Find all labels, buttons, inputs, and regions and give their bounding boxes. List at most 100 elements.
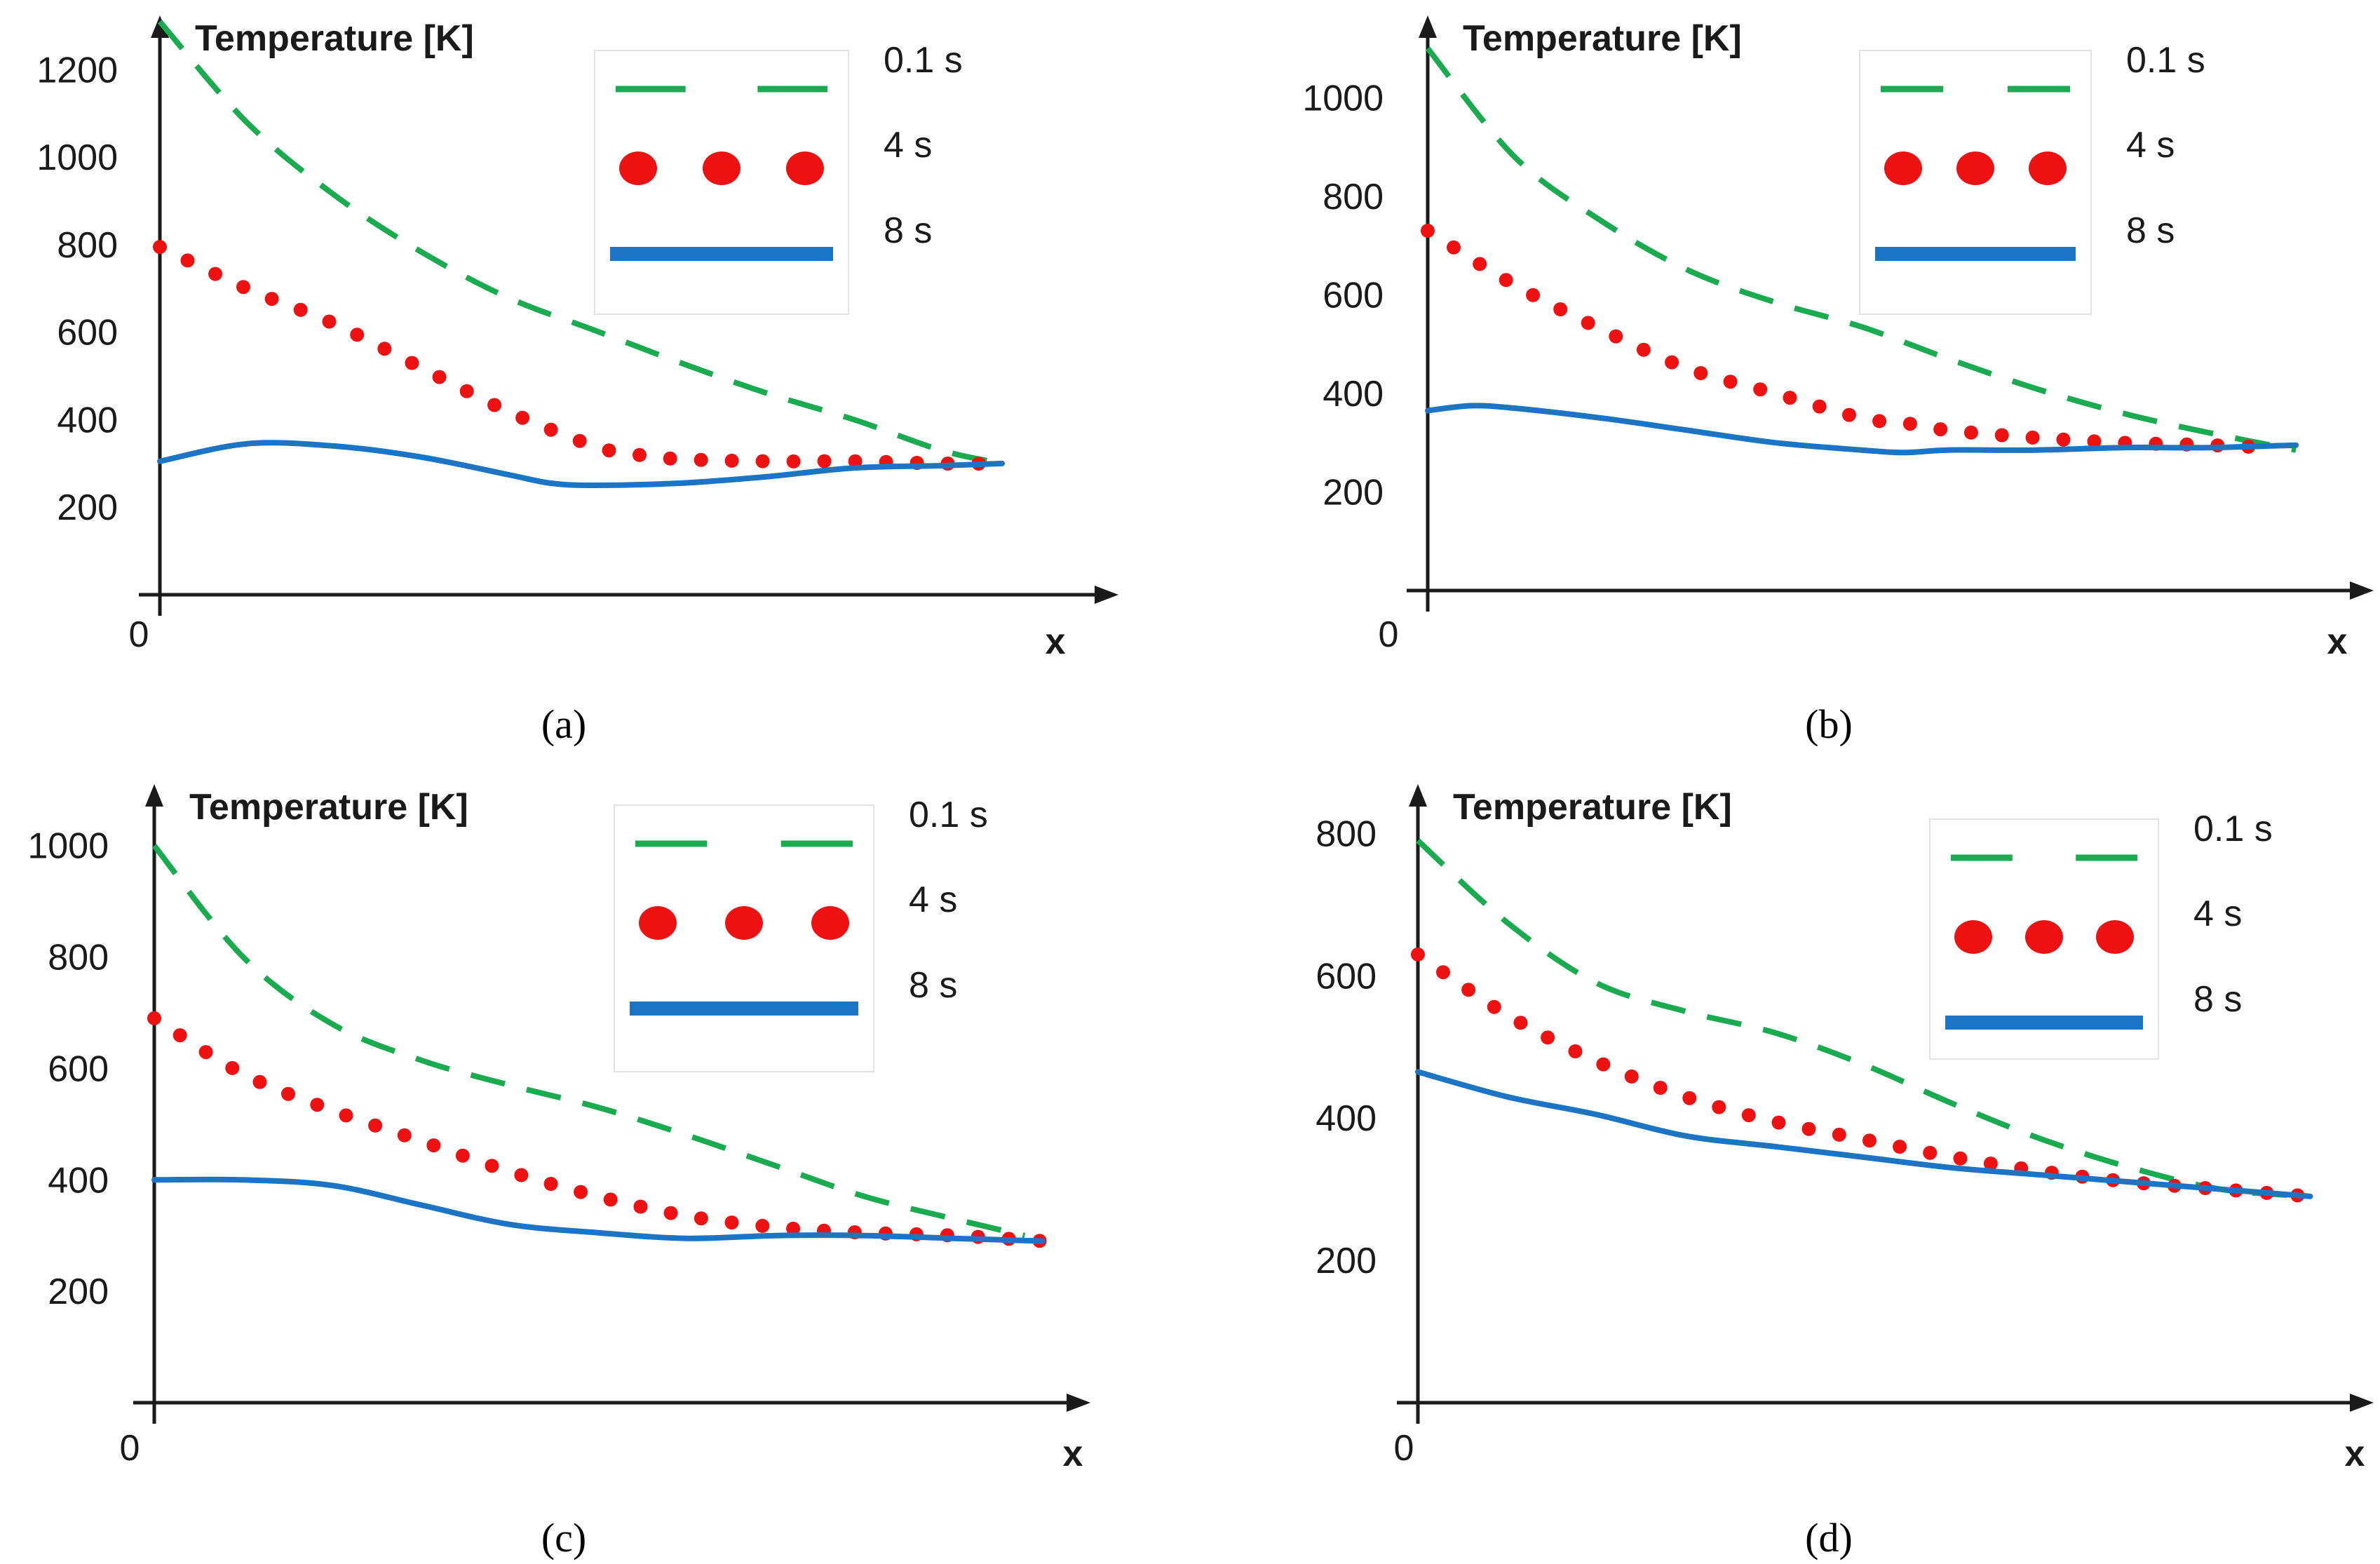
legend-symbol-dot bbox=[2029, 151, 2067, 185]
series-point bbox=[2025, 430, 2040, 445]
series-point bbox=[487, 398, 502, 412]
y-axis-title: Temperature [K] bbox=[189, 787, 468, 828]
series-point bbox=[817, 454, 832, 468]
legend-label: 0.1 s bbox=[884, 40, 963, 81]
series-line bbox=[1416, 838, 2311, 1199]
series-point bbox=[459, 384, 474, 398]
series-point bbox=[208, 267, 223, 281]
legend-symbol-dot bbox=[811, 906, 849, 940]
panel-caption: (c) bbox=[541, 1515, 586, 1560]
legend-symbol-dot bbox=[725, 906, 763, 940]
y-axis-arrow bbox=[1419, 15, 1437, 38]
series-point bbox=[663, 451, 677, 466]
series-0_1s bbox=[1416, 838, 2311, 1199]
y-tick-label: 800 bbox=[1316, 814, 1377, 854]
series-point bbox=[574, 1185, 588, 1199]
panel-caption: (a) bbox=[541, 701, 586, 747]
series-point bbox=[1411, 947, 1425, 962]
series-point bbox=[694, 1211, 708, 1226]
series-4s bbox=[1421, 224, 2256, 454]
series-point bbox=[1771, 1115, 1786, 1130]
series-4s bbox=[1411, 947, 2310, 1203]
panel-caption: (b) bbox=[1805, 701, 1853, 747]
legend-label: 4 s bbox=[884, 125, 932, 166]
series-point bbox=[2087, 434, 2102, 449]
series-point bbox=[310, 1098, 325, 1112]
series-point bbox=[236, 280, 250, 295]
series-point bbox=[543, 422, 558, 437]
series-8s bbox=[1415, 1069, 2313, 1199]
series-line bbox=[157, 20, 1003, 466]
series-point bbox=[724, 1215, 739, 1230]
x-origin-label: 0 bbox=[129, 614, 149, 655]
series-point bbox=[724, 453, 739, 468]
x-origin-label: 0 bbox=[1394, 1428, 1414, 1469]
series-point bbox=[694, 452, 708, 467]
series-guide-path bbox=[154, 1018, 1043, 1241]
series-point bbox=[173, 1028, 187, 1043]
series-8s bbox=[157, 440, 1005, 489]
legend-label: 8 s bbox=[884, 210, 932, 251]
y-tick-label: 800 bbox=[1323, 177, 1384, 217]
series-point bbox=[1461, 983, 1476, 997]
series-point bbox=[264, 292, 279, 306]
series-point bbox=[663, 1206, 678, 1220]
series-point bbox=[180, 253, 195, 268]
series-point bbox=[405, 356, 419, 370]
series-point bbox=[786, 454, 801, 468]
series-point bbox=[1801, 1121, 1816, 1136]
chart-panel-c: 200 400 600 800 1000 0 x Temperature [K] 0.1 s 4 … bbox=[27, 784, 1090, 1560]
series-line bbox=[151, 1176, 1046, 1244]
y-tick-label: 400 bbox=[48, 1160, 109, 1201]
x-axis-label: x bbox=[1063, 1434, 1083, 1474]
series-0_1s bbox=[157, 20, 1003, 466]
series-guide-path bbox=[160, 247, 985, 464]
series-point bbox=[1553, 302, 1568, 316]
series-point bbox=[848, 454, 863, 468]
legend-label: 4 s bbox=[2126, 125, 2175, 166]
legend-label: 4 s bbox=[909, 879, 957, 920]
x-origin-label: 0 bbox=[120, 1428, 140, 1469]
chart-panel-a: 200 400 600 800 1000 1200 0 x Temperature [K] 0.1… bbox=[36, 15, 1118, 747]
series-point bbox=[198, 1045, 213, 1060]
x-axis-arrow bbox=[2350, 581, 2374, 600]
series-point bbox=[1581, 316, 1595, 330]
series-point bbox=[153, 240, 167, 255]
series-point bbox=[252, 1074, 267, 1089]
series-point bbox=[1526, 288, 1541, 302]
x-axis-arrow bbox=[1067, 1394, 1090, 1412]
series-point bbox=[1872, 414, 1887, 429]
series-point bbox=[633, 1199, 648, 1214]
series-point bbox=[455, 1148, 470, 1163]
series-point bbox=[1983, 1157, 1998, 1171]
series-point bbox=[1568, 1044, 1583, 1058]
series-point bbox=[1473, 257, 1487, 271]
series-4s bbox=[147, 1011, 1047, 1248]
y-tick-label: 200 bbox=[48, 1272, 109, 1312]
series-point bbox=[322, 314, 337, 329]
series-point bbox=[755, 454, 770, 468]
y-tick-label: 800 bbox=[57, 225, 118, 266]
y-axis-arrow bbox=[1409, 784, 1427, 807]
series-point bbox=[432, 370, 447, 384]
series-point bbox=[1741, 1108, 1756, 1123]
series-point bbox=[1693, 366, 1708, 380]
series-point bbox=[1783, 391, 1797, 405]
y-axis-title: Temperature [K] bbox=[1463, 18, 1742, 59]
series-point bbox=[281, 1086, 295, 1101]
legend-symbol-dot bbox=[703, 151, 741, 185]
series-point bbox=[368, 1118, 383, 1133]
series-point bbox=[1723, 375, 1738, 389]
chart-panel-b: 200 400 600 800 1000 0 x Temperature [K] 0.1 s 4 … bbox=[1302, 15, 2374, 747]
y-tick-label: 200 bbox=[57, 487, 118, 528]
series-point bbox=[603, 1192, 618, 1207]
series-point bbox=[426, 1138, 441, 1153]
series-point bbox=[515, 410, 530, 425]
series-guide-path bbox=[1418, 955, 2310, 1196]
series-8s bbox=[1425, 403, 2299, 456]
series-point bbox=[543, 1177, 558, 1191]
y-tick-label: 600 bbox=[57, 313, 118, 353]
y-tick-label: 600 bbox=[1316, 956, 1377, 997]
series-point bbox=[1712, 1100, 1726, 1114]
series-point bbox=[572, 433, 587, 448]
